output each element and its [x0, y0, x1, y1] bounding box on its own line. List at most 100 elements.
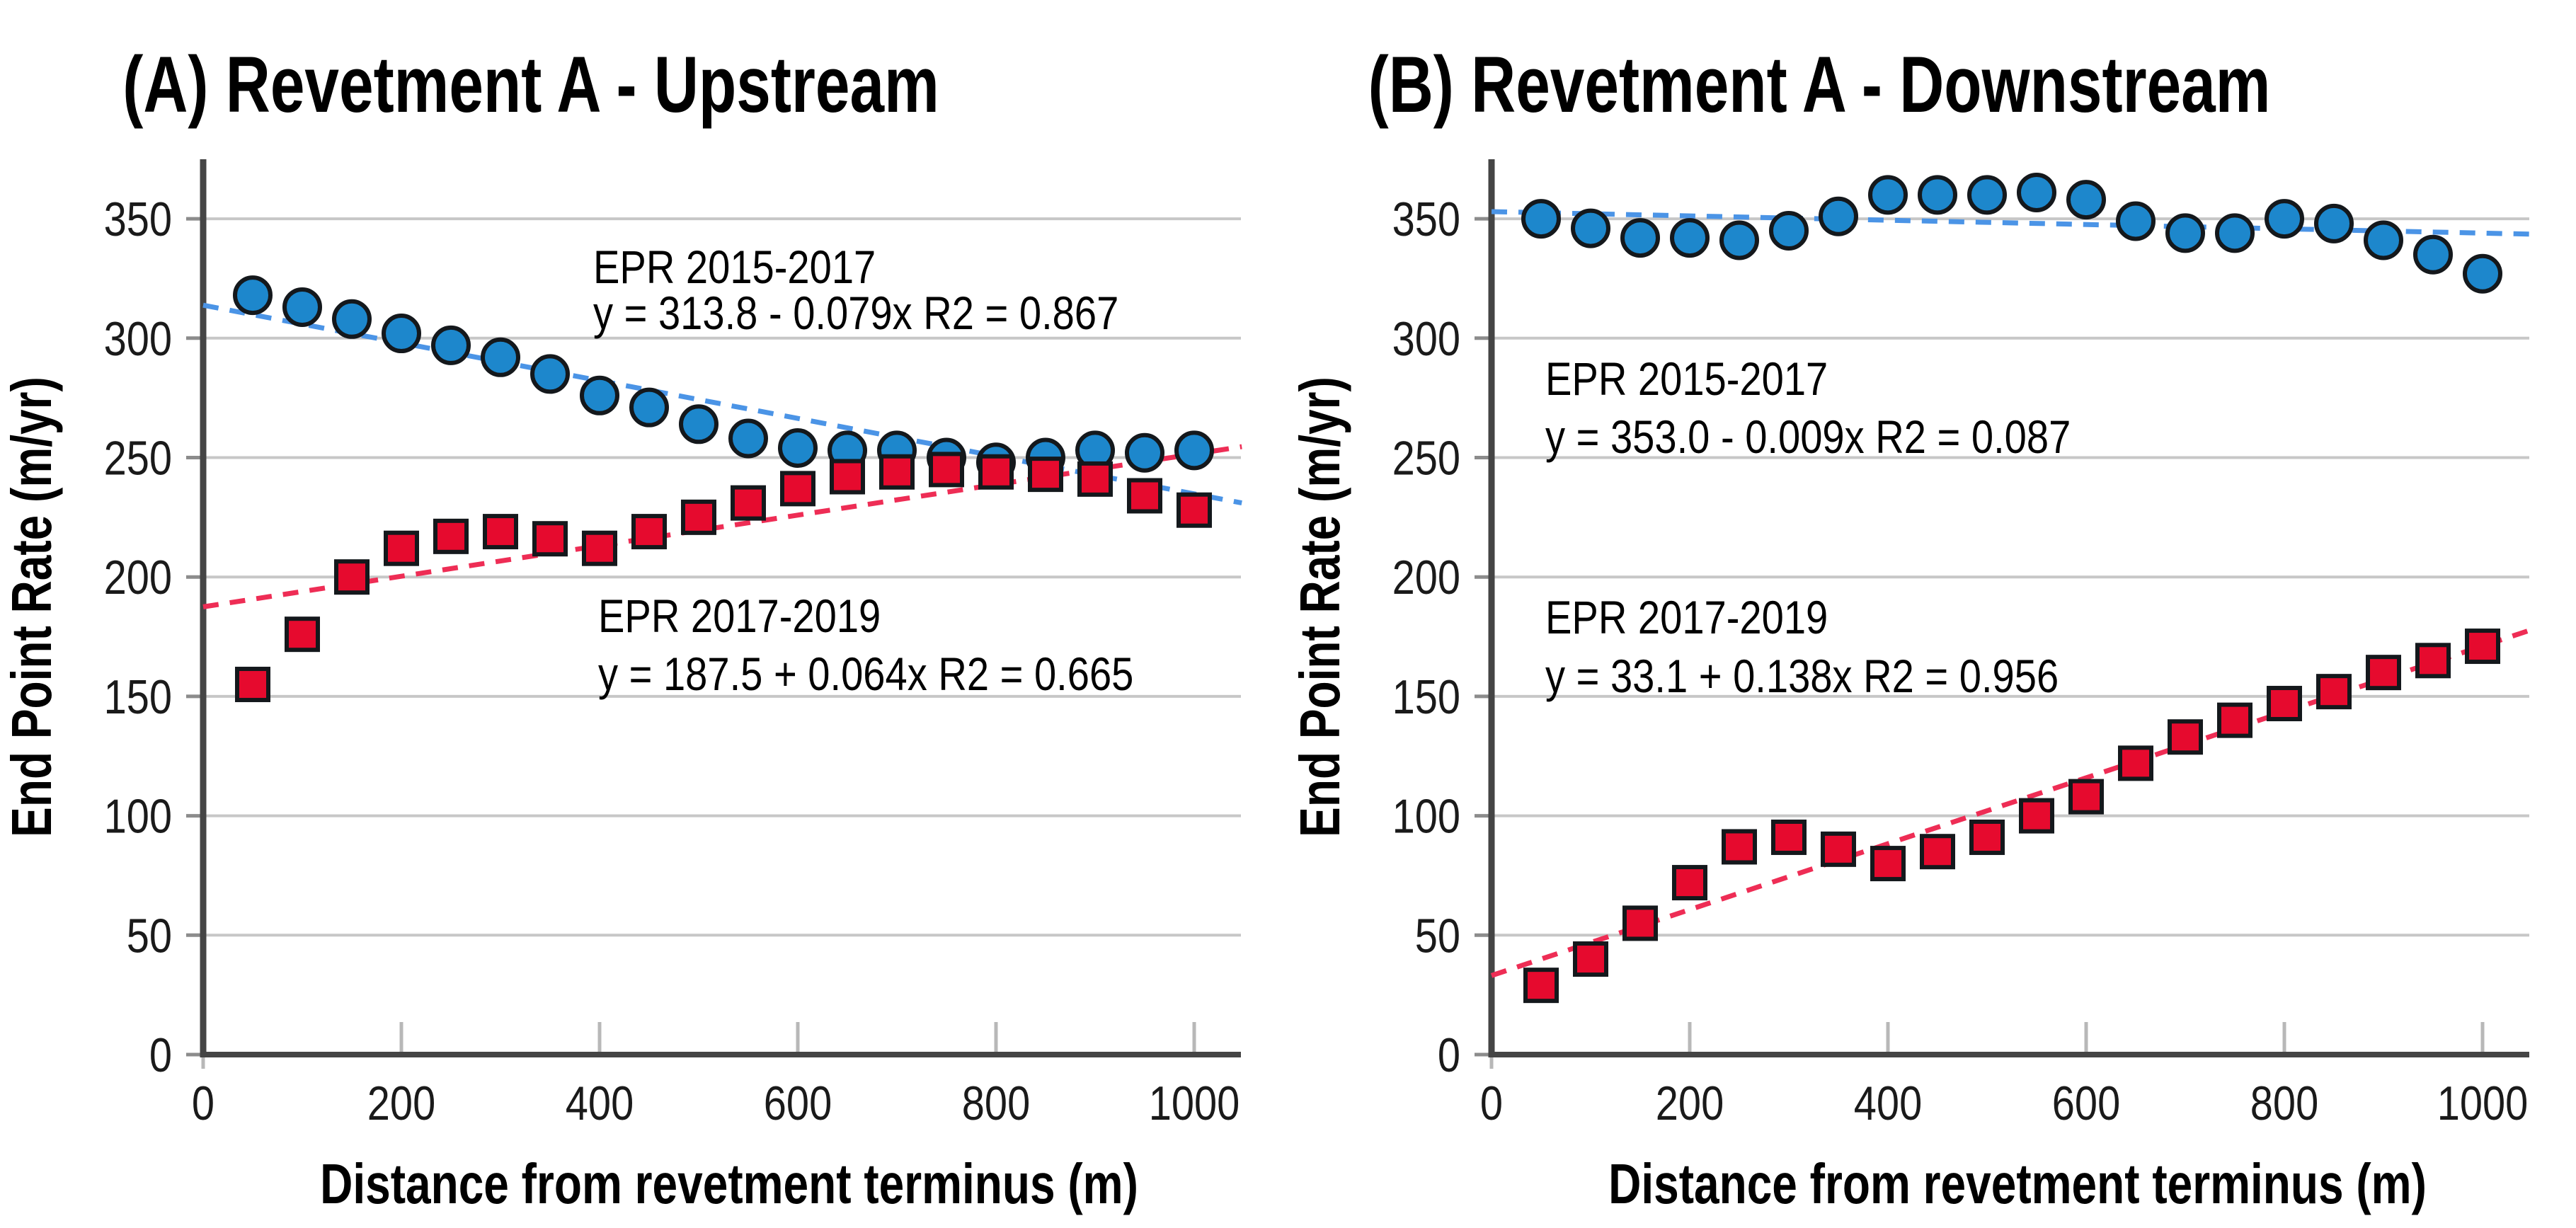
trendline-epr-2017-2019	[202, 444, 1242, 609]
data-point-circle	[728, 418, 768, 459]
data-point-circle	[1918, 175, 1957, 215]
annotations: EPR 2015-2017 y = 353.0 - 0.009x R2 = 0.0…	[1545, 353, 2071, 702]
data-point-square	[2168, 719, 2203, 755]
x-tick-label: 800	[2250, 1077, 2318, 1130]
x-tick-label: 200	[1656, 1077, 1724, 1130]
data-point-square	[2366, 655, 2401, 691]
data-point-square	[2217, 702, 2252, 738]
data-point-circle	[1571, 208, 1610, 248]
panel-title: (A) Revetment A - Upstream	[122, 41, 939, 130]
panel-b: EPR 2015-2017 y = 353.0 - 0.009x R2 = 0.0…	[1288, 0, 2576, 1228]
panel-title: (B) Revetment A - Downstream	[1368, 41, 2271, 130]
y-tick-label: 50	[1415, 909, 1460, 963]
trendline-epr-2015-2017	[202, 302, 1242, 506]
data-point-square	[1920, 834, 1955, 870]
annotation-equation: y = 313.8 - 0.079x R2 = 0.867	[593, 287, 1118, 339]
series-epr-2015-2017	[1521, 172, 2502, 294]
data-point-circle	[282, 287, 322, 327]
data-point-circle	[629, 387, 669, 427]
panel-a: EPR 2015-2017 y = 313.8 - 0.079x R2 = 0.8…	[0, 41, 1242, 1216]
y-tick-label: 0	[1438, 1029, 1460, 1082]
annotation-equation: y = 353.0 - 0.009x R2 = 0.087	[1545, 411, 2071, 463]
data-point-square	[1771, 819, 1807, 855]
data-point-circle	[1868, 175, 1908, 215]
x-tick-label: 1000	[2437, 1077, 2529, 1130]
x-axis-label: Distance from revetment terminus (m)	[320, 1152, 1138, 1215]
data-point-square	[631, 514, 667, 550]
data-point-square	[879, 454, 915, 490]
data-point-square	[2415, 643, 2451, 679]
data-point-circle	[332, 299, 372, 339]
y-axis-label: End Point Rate (m/yr)	[1288, 377, 1351, 837]
data-point-square	[582, 530, 617, 566]
annotation-equation: y = 33.1 + 0.138x R2 = 0.956	[1545, 650, 2059, 702]
axes	[200, 159, 1241, 1057]
data-point-square	[1821, 831, 1856, 867]
x-tick-label: 1000	[1149, 1077, 1240, 1130]
data-point-square	[978, 454, 1014, 490]
data-point-square	[433, 518, 469, 554]
series-epr-2017-2019	[235, 452, 1212, 703]
data-point-square	[780, 471, 815, 507]
series-epr-2017-2019	[1523, 629, 2500, 1004]
data-point-circle	[1620, 218, 1660, 258]
data-point-square	[2465, 629, 2500, 665]
y-tick-label: 300	[1392, 312, 1460, 365]
gridlines	[1492, 217, 2529, 937]
data-point-circle	[2413, 234, 2453, 275]
data-point-circle	[481, 337, 520, 377]
data-point-circle	[1769, 210, 1809, 251]
y-tick-label: 300	[104, 312, 172, 365]
y-tick-label: 250	[104, 432, 172, 485]
data-point-square	[681, 499, 716, 535]
scatter-chart-panel-b: EPR 2015-2017 y = 353.0 - 0.009x R2 = 0.0…	[1288, 41, 2531, 1216]
data-point-square	[1573, 941, 1608, 977]
y-axis-label: End Point Rate (m/yr)	[0, 377, 63, 837]
data-point-circle	[233, 275, 273, 316]
x-tick-label: 0	[1480, 1077, 1503, 1130]
trendlines	[202, 302, 1242, 609]
data-point-square	[2118, 745, 2153, 781]
y-tick-label: 50	[127, 909, 172, 963]
trendline-epr-2017-2019	[1490, 628, 2531, 978]
data-point-circle	[1967, 175, 2007, 215]
data-point-square	[1722, 829, 1757, 865]
y-tick-label: 350	[104, 193, 172, 246]
data-point-square	[235, 667, 270, 703]
annotation-series-label: EPR 2015-2017	[593, 241, 876, 293]
axes	[1488, 159, 2529, 1057]
data-point-square	[1969, 819, 2005, 855]
data-point-square	[1672, 865, 1707, 901]
data-point-circle	[530, 354, 570, 394]
annotation-series-label: EPR 2017-2019	[598, 590, 881, 642]
x-axis-label: Distance from revetment terminus (m)	[1608, 1152, 2427, 1215]
data-point-circle	[1521, 199, 1561, 239]
data-point-circle	[2463, 253, 2502, 294]
data-point-square	[731, 485, 766, 521]
data-point-circle	[1819, 196, 1858, 236]
axis-ticks	[1475, 217, 2485, 1069]
annotation-series-label: EPR 2015-2017	[1545, 353, 1828, 405]
data-point-square	[1077, 461, 1113, 497]
data-point-square	[1870, 846, 1906, 882]
tick-labels: 0 50 100 150 200 250 300 350 0 200 400 600 800 1000	[1392, 193, 2529, 1130]
data-point-square	[334, 559, 370, 595]
y-tick-label: 200	[1392, 551, 1460, 604]
y-tick-label: 150	[1392, 671, 1460, 724]
x-tick-label: 600	[764, 1077, 832, 1130]
y-tick-label: 150	[104, 671, 172, 724]
data-point-circle	[778, 428, 818, 469]
y-tick-label: 0	[149, 1029, 172, 1082]
trendlines	[1490, 209, 2531, 978]
data-point-circle	[431, 325, 471, 365]
data-point-circle	[1719, 220, 1759, 260]
tick-labels: 0 50 100 150 200 250 300 350 0 200 400 600 800 1000	[104, 193, 1240, 1130]
annotation-equation: y = 187.5 + 0.064x R2 = 0.665	[598, 648, 1133, 700]
x-tick-label: 600	[2052, 1077, 2120, 1130]
data-point-circle	[1174, 430, 1214, 471]
data-point-square	[384, 530, 419, 566]
y-tick-label: 250	[1392, 432, 1460, 485]
data-point-square	[929, 452, 964, 488]
